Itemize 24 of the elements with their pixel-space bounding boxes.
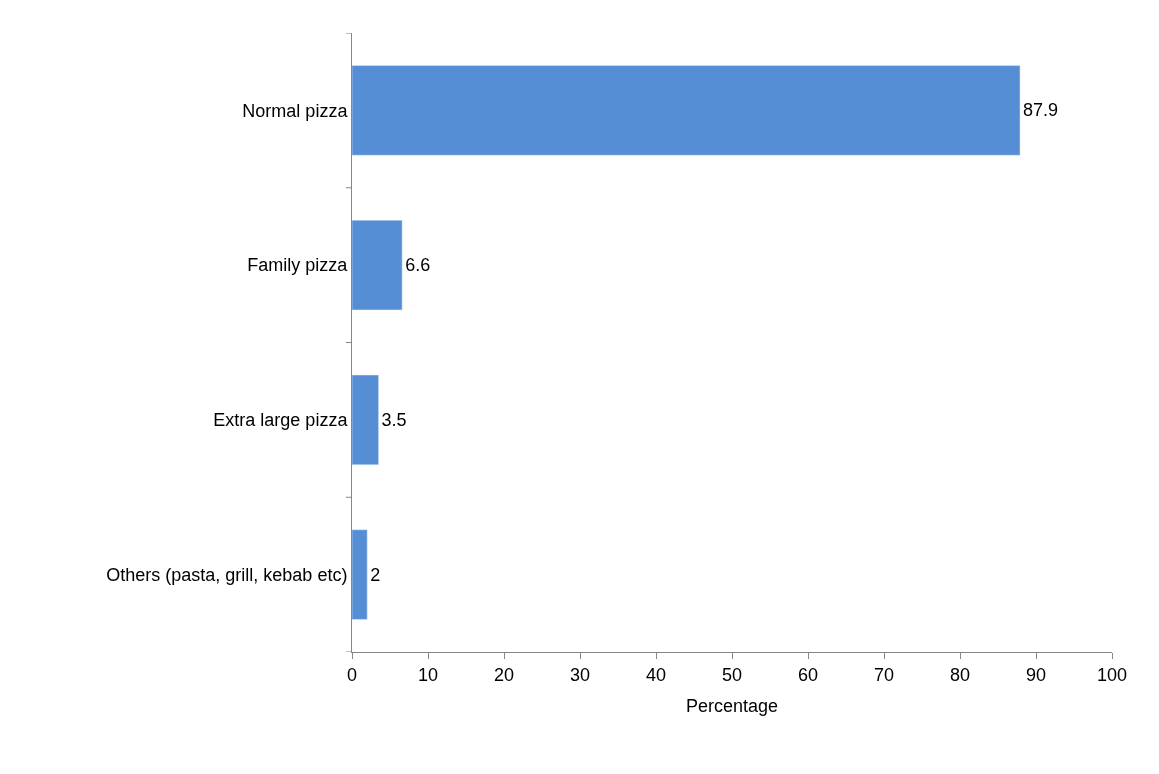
x-tick-label: 80 — [949, 664, 971, 685]
data-label: 3.5 — [381, 409, 407, 430]
bar — [352, 65, 1021, 156]
x-tick-label: 0 — [346, 664, 358, 685]
y-tick-label: Normal pizza — [242, 100, 349, 121]
x-tick-label: 20 — [493, 664, 515, 685]
x-tick-label: 40 — [645, 664, 667, 685]
x-axis-title: Percentage — [685, 695, 779, 716]
bar — [352, 529, 368, 620]
x-tick-label: 10 — [417, 664, 439, 685]
x-tick-label: 100 — [1096, 664, 1128, 685]
bar — [352, 220, 403, 311]
data-label: 6.6 — [405, 255, 431, 276]
data-label: 87.9 — [1023, 100, 1059, 121]
data-label: 2 — [370, 564, 381, 585]
y-tick-label: Family pizza — [247, 255, 349, 276]
x-tick-label: 70 — [873, 664, 895, 685]
x-tick-label: 50 — [721, 664, 743, 685]
y-tick-label: Extra large pizza — [213, 410, 349, 431]
y-tick-label: Others (pasta, grill, kebab etc) — [106, 564, 348, 585]
x-tick-label: 90 — [1025, 664, 1047, 685]
bar — [352, 374, 379, 465]
x-tick-label: 30 — [569, 664, 591, 685]
x-tick-label: 60 — [797, 664, 819, 685]
